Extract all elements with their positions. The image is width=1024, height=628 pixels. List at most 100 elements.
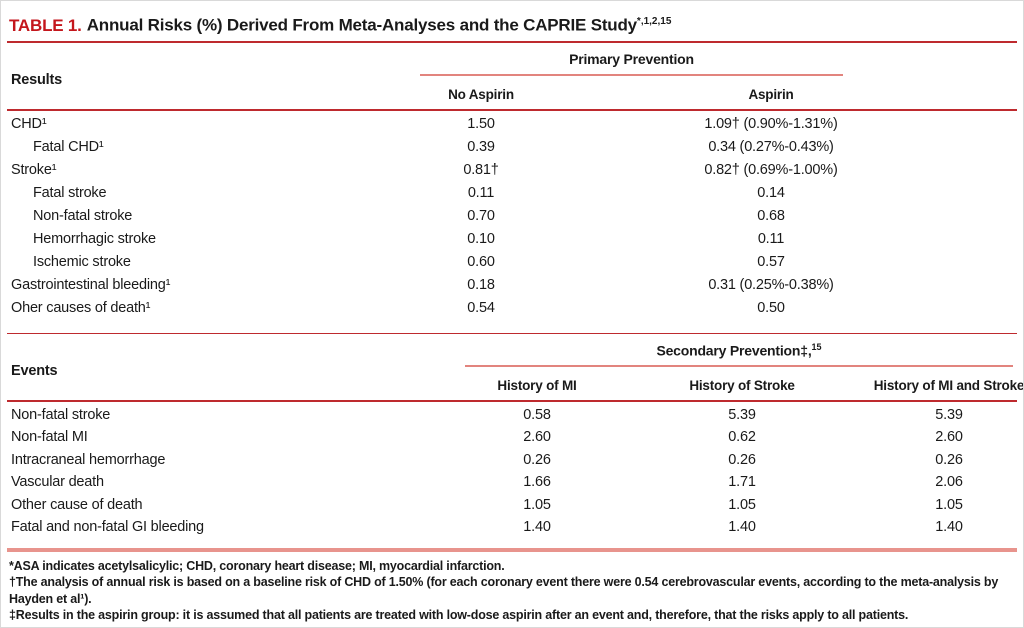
aspirin-value: 0.34 (0.27%-0.43%)	[708, 139, 834, 156]
column-spacer	[7, 378, 457, 393]
results-column-header: Results	[11, 71, 62, 88]
table-row: Vascular death 1.66 1.71 2.06	[7, 471, 1017, 494]
row-label: CHD¹	[11, 116, 47, 133]
history-of-mi-value: 2.60	[523, 429, 551, 446]
history-of-stroke-column-header: History of Stroke	[689, 377, 795, 393]
history-of-mi-and-stroke-value: 1.40	[935, 519, 963, 536]
table-row: Non-fatal stroke 0.58 5.39 5.39	[7, 404, 1017, 427]
secondary-section-header: Events Secondary Prevention‡,15 History …	[7, 334, 1023, 400]
aspirin-value: 1.09† (0.90%-1.31%)	[704, 116, 838, 133]
row-label: Vascular death	[11, 474, 104, 491]
aspirin-value: 0.57	[757, 254, 785, 271]
primary-prevention-group-header: Primary Prevention	[420, 51, 843, 76]
history-of-mi-value: 1.66	[523, 474, 551, 491]
no-aspirin-value: 0.39	[467, 139, 495, 156]
secondary-prevention-superscript: 15	[811, 341, 822, 352]
footnote-asterisk: *ASA indicates acetylsalicylic; CHD, cor…	[9, 558, 505, 573]
secondary-prevention-label: Secondary Prevention‡,	[656, 342, 812, 359]
row-label: Hemorrhagic stroke	[33, 231, 156, 248]
secondary-column-headers: History of MI History of Stroke History …	[7, 377, 1023, 393]
aspirin-value: 0.11	[757, 231, 785, 248]
no-aspirin-value: 0.54	[467, 300, 495, 317]
history-of-mi-and-stroke-column-header: History of MI and Stroke	[873, 377, 1024, 393]
divider-primary-head	[7, 108, 1017, 111]
history-of-mi-value: 0.58	[523, 406, 551, 423]
table-row: Intracraneal hemorrhage 0.26 0.26 0.26	[7, 449, 1017, 472]
divider-top	[7, 40, 1017, 43]
no-aspirin-column-header: No Aspirin	[448, 86, 514, 102]
history-of-mi-and-stroke-value: 2.60	[935, 429, 963, 446]
no-aspirin-value: 0.18	[467, 277, 495, 294]
primary-table-body: CHD¹ 1.50 1.09† (0.90%-1.31%) Fatal CHD¹ 0.3…	[7, 113, 1017, 320]
primary-prevention-label: Primary Prevention	[569, 50, 694, 67]
history-of-mi-value: 1.40	[523, 519, 551, 536]
divider-footnotes	[7, 547, 1017, 552]
row-label: Stroke¹	[11, 162, 57, 179]
aspirin-value: 0.50	[757, 300, 785, 317]
history-of-mi-and-stroke-value: 0.26	[935, 451, 963, 468]
no-aspirin-value: 1.50	[467, 116, 495, 133]
secondary-table-body: Non-fatal stroke 0.58 5.39 5.39 Non-fatal MI…	[7, 404, 1017, 539]
no-aspirin-value: 0.11	[467, 185, 495, 202]
table-row: Fatal and non-fatal GI bleeding 1.40 1.40 1…	[7, 516, 1017, 539]
aspirin-value: 0.68	[757, 208, 785, 225]
row-label: Intracraneal hemorrhage	[11, 451, 166, 468]
table-row: Ischemic stroke 0.60 0.57	[7, 251, 1017, 274]
table-row: Fatal CHD¹ 0.39 0.34 (0.27%-0.43%)	[7, 136, 1017, 159]
table-row: Gastrointestinal bleeding¹ 0.18 0.31 (0.25…	[7, 274, 1017, 297]
row-label: Non-fatal MI	[11, 429, 88, 446]
footnotes: *ASA indicates acetylsalicylic; CHD, cor…	[7, 552, 1017, 624]
row-label: Gastrointestinal bleeding¹	[11, 277, 171, 294]
history-of-mi-and-stroke-value: 2.06	[935, 474, 963, 491]
history-of-stroke-value: 5.39	[728, 406, 756, 423]
table-title-superscript: *,1,2,15	[636, 16, 672, 27]
table-row: Other cause of death 1.05 1.05 1.05	[7, 494, 1017, 517]
history-of-stroke-value: 0.62	[728, 429, 756, 446]
row-label: Other cause of death	[11, 496, 143, 513]
aspirin-value: 0.31 (0.25%-0.38%)	[708, 277, 834, 294]
aspirin-column-header: Aspirin	[748, 86, 794, 102]
table-row: Non-fatal stroke 0.70 0.68	[7, 205, 1017, 228]
history-of-mi-and-stroke-value: 5.39	[935, 406, 963, 423]
primary-column-headers: No Aspirin Aspirin	[7, 87, 1017, 102]
row-label: Fatal stroke	[33, 185, 107, 202]
table-title-text: Annual Risks (%) Derived From Meta-Analy…	[86, 15, 637, 35]
table-row: Fatal stroke 0.11 0.14	[7, 182, 1017, 205]
events-column-header: Events	[11, 362, 58, 379]
history-of-mi-and-stroke-value: 1.05	[935, 496, 963, 513]
history-of-stroke-value: 0.26	[728, 451, 756, 468]
aspirin-value: 0.14	[757, 185, 785, 202]
row-label: Fatal CHD¹	[33, 139, 104, 156]
no-aspirin-value: 0.60	[467, 254, 495, 271]
row-label: Ischemic stroke	[33, 254, 131, 271]
table-row: Stroke¹ 0.81† 0.82† (0.69%-1.00%)	[7, 159, 1017, 182]
history-of-stroke-value: 1.05	[728, 496, 756, 513]
table-number: TABLE 1.	[9, 15, 82, 35]
history-of-mi-column-header: History of MI	[497, 377, 577, 393]
footnote-dagger: †The analysis of annual risk is based on…	[9, 575, 999, 606]
table-row: CHD¹ 1.50 1.09† (0.90%-1.31%)	[7, 113, 1017, 136]
row-label: Fatal and non-fatal GI bleeding	[11, 519, 204, 536]
divider-secondary-head	[7, 399, 1017, 402]
footnote-double-dagger: ‡Results in the aspirin group: it is ass…	[9, 608, 909, 623]
aspirin-value: 0.82† (0.69%-1.00%)	[704, 162, 838, 179]
column-spacer	[7, 87, 411, 102]
no-aspirin-value: 0.81†	[463, 162, 499, 179]
table-row: Oher causes of death¹ 0.54 0.50	[7, 297, 1017, 320]
history-of-mi-value: 0.26	[523, 451, 551, 468]
table-row: Hemorrhagic stroke 0.10 0.11	[7, 228, 1017, 251]
history-of-mi-value: 1.05	[523, 496, 551, 513]
table-row: Non-fatal MI 2.60 0.62 2.60	[7, 426, 1017, 449]
divider-sections	[7, 332, 1017, 334]
primary-section-header: Results Primary Prevention No Aspirin As…	[7, 43, 1017, 109]
row-label: Non-fatal stroke	[11, 406, 111, 423]
no-aspirin-value: 0.70	[467, 208, 495, 225]
row-label: Oher causes of death¹	[11, 300, 151, 317]
table-title: TABLE 1. Annual Risks (%) Derived From Me…	[7, 7, 1017, 41]
history-of-stroke-value: 1.71	[728, 474, 756, 491]
secondary-prevention-group-header: Secondary Prevention‡,15	[465, 342, 1013, 368]
history-of-stroke-value: 1.40	[728, 519, 756, 536]
no-aspirin-value: 0.10	[467, 231, 495, 248]
row-label: Non-fatal stroke	[33, 208, 133, 225]
